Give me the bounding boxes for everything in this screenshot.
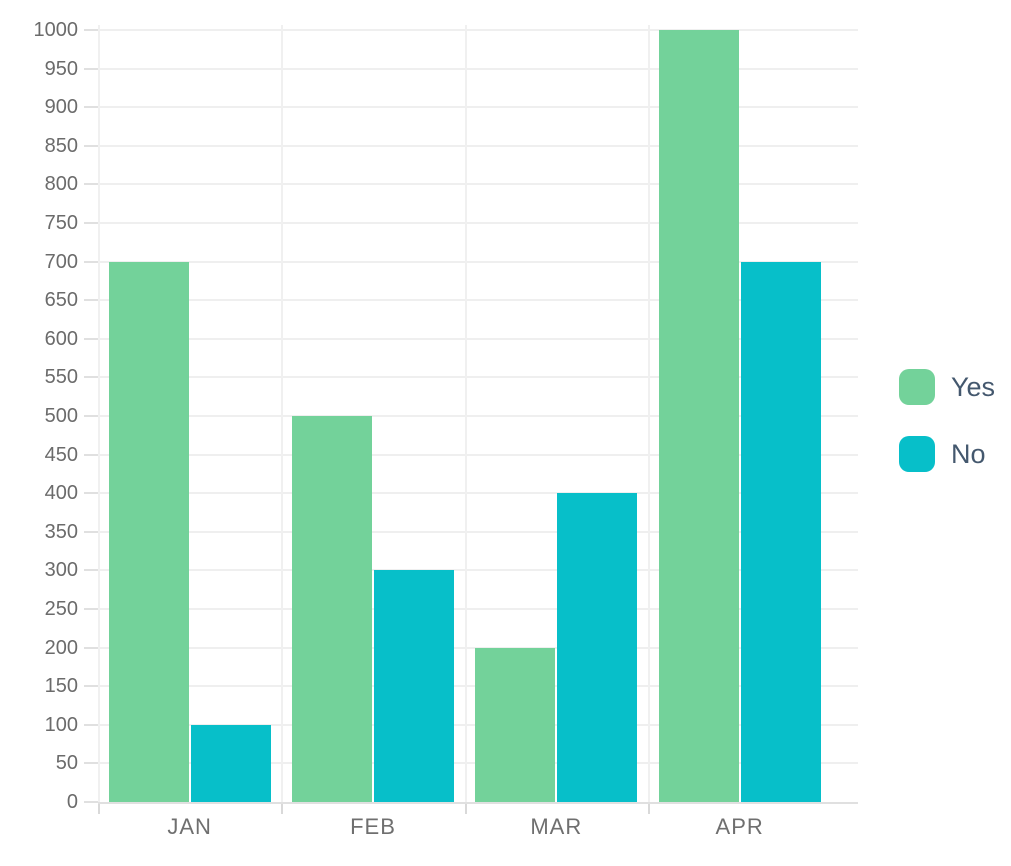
y-axis-tick — [84, 144, 98, 147]
v-gridline — [281, 25, 283, 802]
y-tick-label: 500 — [44, 405, 78, 427]
bar-no-feb[interactable] — [374, 570, 454, 802]
h-gridline — [98, 492, 858, 495]
y-axis-tick — [84, 801, 98, 803]
v-gridline — [465, 25, 467, 802]
y-tick-label: 950 — [44, 57, 78, 80]
y-tick-label: 450 — [44, 443, 78, 466]
bar-yes-apr[interactable] — [659, 30, 739, 802]
x-tick-label: MAR — [530, 814, 583, 839]
bar-yes-feb[interactable] — [292, 416, 372, 802]
y-axis-tick — [84, 685, 98, 688]
y-tick-label: 650 — [44, 289, 78, 312]
legend-swatch-yes-icon — [899, 369, 935, 405]
y-tick-label: 600 — [44, 327, 78, 350]
y-axis-tick — [84, 260, 98, 263]
x-axis-tick — [98, 804, 100, 814]
h-gridline — [98, 222, 858, 224]
h-gridline — [98, 29, 858, 31]
y-tick-label: 400 — [44, 482, 78, 505]
legend-label-no: No — [951, 439, 986, 469]
y-tick-label: 100 — [44, 713, 78, 736]
v-gridline — [98, 25, 100, 802]
y-axis-tick — [84, 530, 98, 533]
legend-swatch-no-icon — [899, 436, 935, 472]
y-tick-label: 0 — [66, 791, 78, 813]
y-axis-tick — [84, 67, 98, 70]
y-axis-tick — [84, 453, 98, 456]
y-axis-tick — [84, 29, 98, 31]
y-axis-tick — [84, 569, 98, 572]
y-tick-label: 200 — [44, 636, 78, 659]
y-tick-label: 800 — [44, 173, 78, 196]
y-axis-tick — [84, 608, 98, 610]
y-axis-tick — [84, 646, 98, 649]
h-gridline — [98, 569, 858, 572]
x-axis-line — [98, 802, 858, 804]
x-axis-tick — [281, 804, 283, 814]
x-tick-label: FEB — [350, 814, 396, 839]
v-gridline — [648, 25, 650, 802]
h-gridline — [98, 376, 858, 379]
h-gridline — [98, 530, 858, 533]
x-tick-label: APR — [715, 814, 764, 839]
y-axis-tick — [84, 762, 98, 765]
h-gridline — [98, 608, 858, 610]
y-axis-tick — [84, 183, 98, 186]
h-gridline — [98, 183, 858, 186]
y-tick-label: 350 — [44, 520, 78, 543]
y-axis-tick — [84, 376, 98, 379]
h-gridline — [98, 260, 858, 263]
legend-item-yes[interactable]: Yes — [899, 369, 995, 405]
bar-yes-mar[interactable] — [475, 647, 555, 802]
x-tick-label: JAN — [167, 814, 212, 839]
y-tick-label: 550 — [44, 366, 78, 389]
legend-item-no[interactable]: No — [899, 436, 995, 472]
y-tick-label: 50 — [55, 752, 78, 775]
h-gridline — [98, 67, 858, 70]
y-axis-tick — [84, 723, 98, 726]
y-tick-label: 850 — [44, 134, 78, 157]
y-tick-label: 900 — [44, 96, 78, 119]
h-gridline — [98, 415, 858, 417]
x-axis-tick — [465, 804, 467, 814]
h-gridline — [98, 453, 858, 456]
y-tick-label: 300 — [44, 559, 78, 582]
bar-no-apr[interactable] — [741, 261, 821, 802]
y-tick-label: 700 — [44, 250, 78, 273]
y-axis-tick — [84, 337, 98, 340]
y-tick-label: 250 — [44, 598, 78, 620]
x-axis-tick — [648, 804, 650, 814]
y-tick-label: 150 — [44, 675, 78, 698]
bar-no-mar[interactable] — [557, 493, 637, 802]
y-axis-tick — [84, 415, 98, 417]
y-axis-tick — [84, 299, 98, 302]
y-axis-tick — [84, 222, 98, 224]
h-gridline — [98, 106, 858, 109]
h-gridline — [98, 144, 858, 147]
h-gridline — [98, 299, 858, 302]
legend-label-yes: Yes — [951, 372, 996, 402]
y-tick-label: 1000 — [33, 19, 79, 41]
y-axis-tick — [84, 492, 98, 495]
bar-yes-jan[interactable] — [109, 261, 189, 802]
chart-legend: Yes No — [899, 369, 995, 503]
bar-no-jan[interactable] — [191, 724, 271, 802]
h-gridline — [98, 337, 858, 340]
y-axis-tick — [84, 106, 98, 109]
y-tick-label: 750 — [44, 212, 78, 234]
